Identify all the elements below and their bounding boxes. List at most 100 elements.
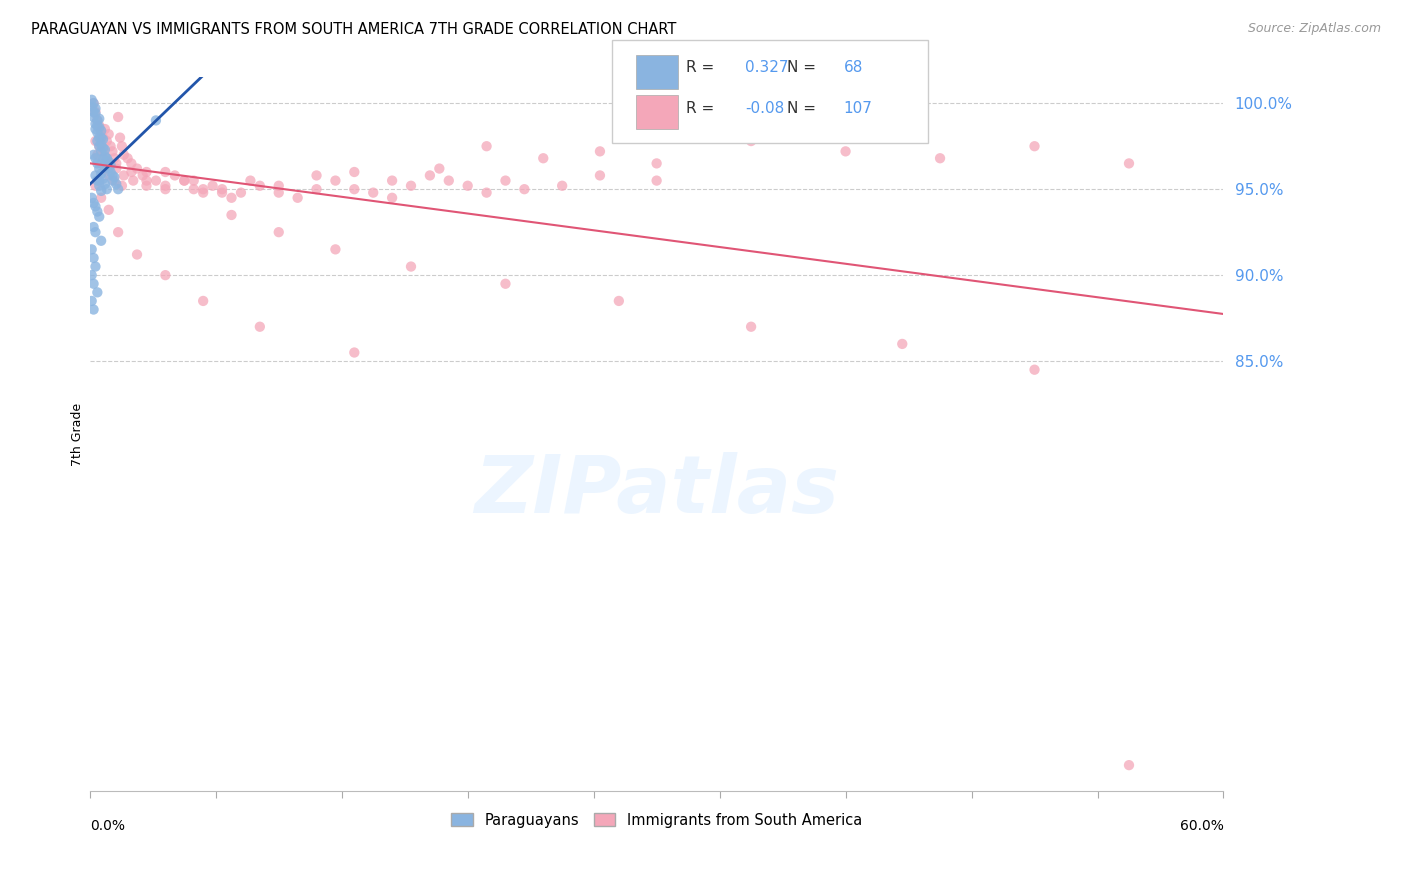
Point xyxy=(89,119,111,133)
Point xyxy=(495,277,517,291)
Point xyxy=(100,165,122,179)
Point xyxy=(112,148,135,162)
Point xyxy=(89,130,111,145)
Point xyxy=(740,319,762,334)
Point xyxy=(96,151,118,165)
Point xyxy=(91,151,114,165)
Point xyxy=(84,104,107,119)
Point xyxy=(84,102,107,116)
Point xyxy=(267,225,290,239)
Point xyxy=(221,191,243,205)
Legend: Paraguayans, Immigrants from South America: Paraguayans, Immigrants from South Ameri… xyxy=(446,807,869,834)
Point xyxy=(90,191,112,205)
Point xyxy=(589,145,612,159)
Point xyxy=(513,182,536,196)
Point xyxy=(100,156,122,170)
Point xyxy=(89,173,111,187)
Text: 107: 107 xyxy=(844,101,873,116)
Point xyxy=(120,165,142,179)
Point xyxy=(645,156,668,170)
Point xyxy=(145,173,167,187)
Point xyxy=(1118,156,1140,170)
Point xyxy=(97,161,120,176)
Point xyxy=(100,158,122,172)
Point xyxy=(83,96,105,111)
Point xyxy=(834,145,856,159)
Point xyxy=(86,156,108,170)
Point xyxy=(84,117,107,131)
Point xyxy=(80,243,103,257)
Point xyxy=(86,204,108,219)
Point xyxy=(325,243,347,257)
Text: Source: ZipAtlas.com: Source: ZipAtlas.com xyxy=(1247,22,1381,36)
Point xyxy=(267,178,290,193)
Point xyxy=(83,96,105,111)
Point xyxy=(589,169,612,183)
Point xyxy=(740,134,762,148)
Point xyxy=(155,182,177,196)
Point xyxy=(135,165,157,179)
Point xyxy=(105,161,128,176)
Point xyxy=(211,182,233,196)
Text: 68: 68 xyxy=(844,60,863,75)
Point xyxy=(84,151,107,165)
Point xyxy=(107,225,129,239)
Point xyxy=(83,148,105,162)
Point xyxy=(305,182,328,196)
Point xyxy=(94,122,117,136)
Point xyxy=(91,141,114,155)
Point xyxy=(399,178,422,193)
Point xyxy=(86,173,108,187)
Point xyxy=(101,145,124,159)
Text: ZIPatlas: ZIPatlas xyxy=(474,452,839,530)
Point xyxy=(191,293,214,308)
Point xyxy=(457,178,479,193)
Point xyxy=(173,173,195,187)
Point xyxy=(155,178,177,193)
Text: N =: N = xyxy=(787,60,817,75)
Point xyxy=(305,169,328,183)
Point xyxy=(103,170,125,185)
Text: PARAGUAYAN VS IMMIGRANTS FROM SOUTH AMERICA 7TH GRADE CORRELATION CHART: PARAGUAYAN VS IMMIGRANTS FROM SOUTH AMER… xyxy=(31,22,676,37)
Point xyxy=(437,173,460,187)
Point xyxy=(90,234,112,248)
Point xyxy=(131,169,153,183)
Point xyxy=(90,124,112,138)
Point xyxy=(221,208,243,222)
Point xyxy=(239,173,262,187)
Point xyxy=(343,345,366,359)
Point xyxy=(100,139,122,153)
Point xyxy=(84,225,107,239)
Point xyxy=(97,169,120,183)
Point xyxy=(381,173,404,187)
Point xyxy=(183,173,205,187)
Point xyxy=(475,139,498,153)
Point xyxy=(84,199,107,213)
Point xyxy=(89,139,111,153)
Point xyxy=(419,169,441,183)
Point xyxy=(105,156,128,170)
Point xyxy=(249,319,271,334)
Point xyxy=(83,104,105,119)
Point xyxy=(135,173,157,187)
Point xyxy=(929,151,952,165)
Point xyxy=(191,186,214,200)
Text: N =: N = xyxy=(787,101,817,116)
Point xyxy=(267,186,290,200)
Point xyxy=(90,145,112,159)
Point xyxy=(427,161,450,176)
Point xyxy=(343,182,366,196)
Point xyxy=(84,106,107,120)
Point xyxy=(173,173,195,187)
Point xyxy=(80,293,103,308)
Point xyxy=(163,169,186,183)
Point xyxy=(89,178,111,193)
Point xyxy=(89,120,111,135)
Text: 60.0%: 60.0% xyxy=(1180,820,1223,833)
Point xyxy=(86,285,108,300)
Point xyxy=(343,165,366,179)
Point xyxy=(101,173,124,187)
Point xyxy=(125,247,148,261)
Point xyxy=(89,112,111,126)
Point xyxy=(122,173,145,187)
